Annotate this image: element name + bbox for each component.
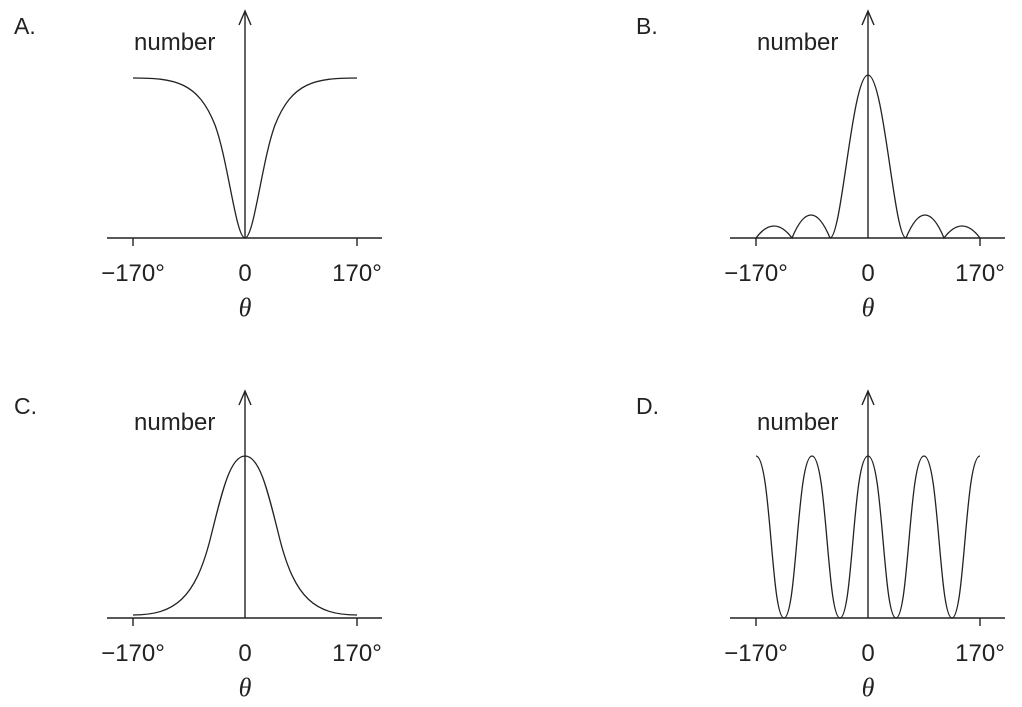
panel-c-ylabel: number bbox=[134, 409, 215, 436]
panel-c-xlabel: θ bbox=[239, 673, 252, 702]
panel-d-tick-label-left: −170° bbox=[724, 640, 788, 667]
panel-b-tick-label-right: 170° bbox=[955, 260, 1005, 287]
panel-a-tick-label-right: 170° bbox=[332, 260, 382, 287]
panel-b-tick-label-left: −170° bbox=[724, 260, 788, 287]
panel-c-tick-label-center: 0 bbox=[238, 640, 251, 667]
panel-d-ylabel: number bbox=[757, 409, 838, 436]
panel-d-option-label: D. bbox=[636, 393, 659, 419]
panel-a: A. number −170° 0 170° θ bbox=[14, 9, 382, 322]
panel-c-option-label: C. bbox=[14, 393, 37, 419]
panel-d-tick-label-center: 0 bbox=[861, 640, 874, 667]
panel-d-xlabel: θ bbox=[862, 673, 875, 702]
panel-a-xlabel: θ bbox=[239, 293, 252, 322]
panel-b-y-axis-arrowhead bbox=[861, 9, 875, 26]
panel-a-ylabel: number bbox=[134, 29, 215, 56]
panel-c-tick-label-right: 170° bbox=[332, 640, 382, 667]
panel-d-curve bbox=[755, 455, 981, 619]
panel-b-tick-label-center: 0 bbox=[861, 260, 874, 287]
panel-a-tick-label-center: 0 bbox=[238, 260, 251, 287]
panel-d: D. number −170° 0 170° θ bbox=[636, 389, 1005, 702]
panel-a-y-axis-arrowhead bbox=[238, 9, 252, 26]
panel-a-option-label: A. bbox=[14, 13, 36, 39]
panel-b-option-label: B. bbox=[636, 13, 658, 39]
panel-b-curve bbox=[755, 74, 981, 240]
panel-b: B. number −170° 0 170° θ bbox=[636, 9, 1005, 322]
panel-a-curve bbox=[132, 77, 358, 239]
panel-c-y-axis-arrowhead bbox=[238, 389, 252, 406]
panel-a-tick-label-left: −170° bbox=[101, 260, 165, 287]
panel-c-tick-label-left: −170° bbox=[101, 640, 165, 667]
panel-d-tick-label-right: 170° bbox=[955, 640, 1005, 667]
panel-c-curve bbox=[132, 455, 358, 616]
panel-b-ylabel: number bbox=[757, 29, 838, 56]
panel-b-xlabel: θ bbox=[862, 293, 875, 322]
panel-c: C. number −170° 0 170° θ bbox=[14, 389, 382, 702]
panel-d-y-axis-arrowhead bbox=[861, 389, 875, 406]
